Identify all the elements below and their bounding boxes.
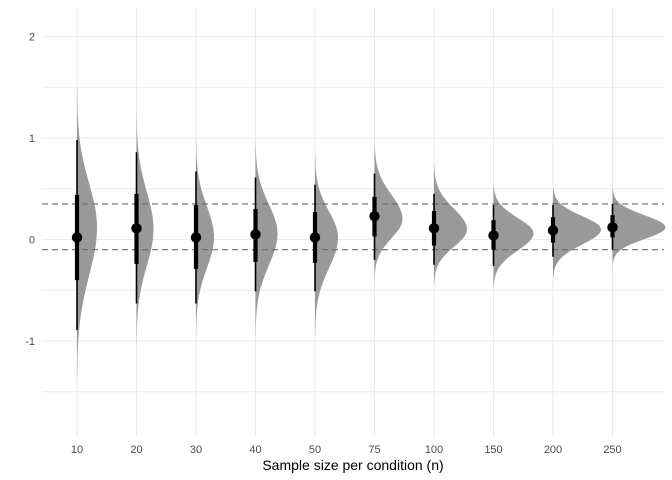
point-estimate-n75 [369, 210, 380, 222]
y-tick-label: -1 [25, 336, 35, 348]
x-tick-label: 200 [544, 444, 562, 456]
point-estimate-n50 [309, 232, 321, 243]
reference-lines [42, 203, 664, 251]
density-slab-n10 [77, 87, 97, 382]
point-estimate-n150 [488, 230, 499, 241]
y-tick-label: 1 [29, 133, 35, 145]
y-tick-label: 2 [29, 32, 35, 44]
x-tick-label: 10 [71, 444, 83, 456]
x-axis-title: Sample size per condition (n) [262, 457, 443, 473]
density-slab-n100 [434, 163, 467, 286]
interval-bars [71, 140, 618, 330]
x-tick-label: 30 [190, 444, 202, 456]
y-tick-label: 0 [29, 235, 35, 247]
x-tick-label: 75 [368, 444, 380, 456]
x-tick-label: 20 [130, 444, 142, 456]
density-slab-n200 [553, 186, 601, 279]
x-tick-label: 250 [603, 444, 621, 456]
x-tick-label: 50 [309, 444, 321, 456]
x-tick-label: 100 [425, 444, 443, 456]
x-axis-tick-labels: 10 20 30 40 50 75 100 150 200 250 [71, 444, 622, 456]
point-estimate-n250 [607, 222, 618, 233]
point-estimate-n100 [428, 223, 440, 234]
y-axis-tick-labels: -1 0 1 2 [25, 32, 35, 349]
density-slab-n50 [315, 153, 338, 336]
point-estimate-n20 [131, 223, 142, 234]
point-estimate-n30 [190, 232, 202, 243]
density-slab-n30 [196, 138, 214, 336]
density-slabs [77, 87, 666, 382]
x-tick-label: 40 [249, 444, 261, 456]
density-slab-n75 [374, 141, 403, 281]
density-slab-n150 [493, 183, 534, 289]
point-estimate-n40 [250, 229, 261, 240]
density-slab-n40 [255, 140, 278, 336]
point-estimate-n200 [547, 225, 559, 236]
density-slab-n20 [136, 109, 154, 347]
x-tick-label: 150 [484, 444, 502, 456]
density-slab-n250 [612, 188, 666, 265]
point-estimate-n10 [71, 232, 83, 243]
